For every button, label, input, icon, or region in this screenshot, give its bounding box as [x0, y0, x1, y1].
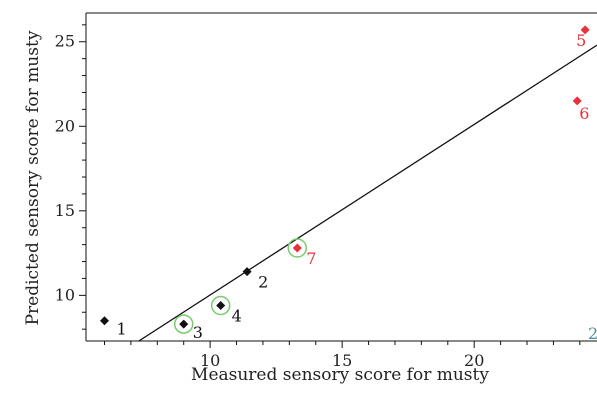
regression-line [138, 44, 597, 341]
x-axis-title: Measured sensory score for musty [191, 365, 489, 385]
highlight-circle [287, 238, 308, 258]
x-tick-label: 15 [332, 351, 352, 370]
data-point [580, 25, 590, 35]
y-tick-label: 20 [55, 116, 75, 135]
data-point [572, 96, 582, 106]
data-point [216, 300, 226, 310]
point-label: 5 [576, 31, 586, 50]
data-point [179, 319, 189, 329]
y-tick-label: 25 [55, 32, 75, 51]
x-axis: 10 15 20 [103, 341, 581, 370]
point-label: 1 [116, 320, 126, 339]
point-label: 6 [579, 104, 589, 123]
y-axis: 10 15 20 25 [55, 24, 86, 330]
y-tick-label: 10 [55, 285, 75, 304]
x-tick-label: 20 [464, 351, 484, 370]
point-label: 2 [258, 273, 268, 292]
point-label: 7 [306, 249, 316, 268]
regression-line-group [138, 44, 597, 341]
edge-label: 2 [588, 324, 597, 343]
data-point [242, 267, 252, 277]
point-label: 4 [232, 306, 242, 325]
y-axis-title: Predicted sensory score for musty [23, 30, 43, 325]
x-tick-label: 10 [200, 351, 220, 370]
highlight-circle [173, 314, 194, 334]
data-point [99, 316, 109, 326]
plot-frame [85, 12, 597, 342]
data-points: 1 2 3 4 5 6 7 [99, 25, 590, 342]
highlight-circle [210, 295, 231, 316]
point-label: 3 [193, 323, 203, 342]
y-tick-label: 15 [55, 201, 75, 220]
data-point [292, 243, 302, 253]
